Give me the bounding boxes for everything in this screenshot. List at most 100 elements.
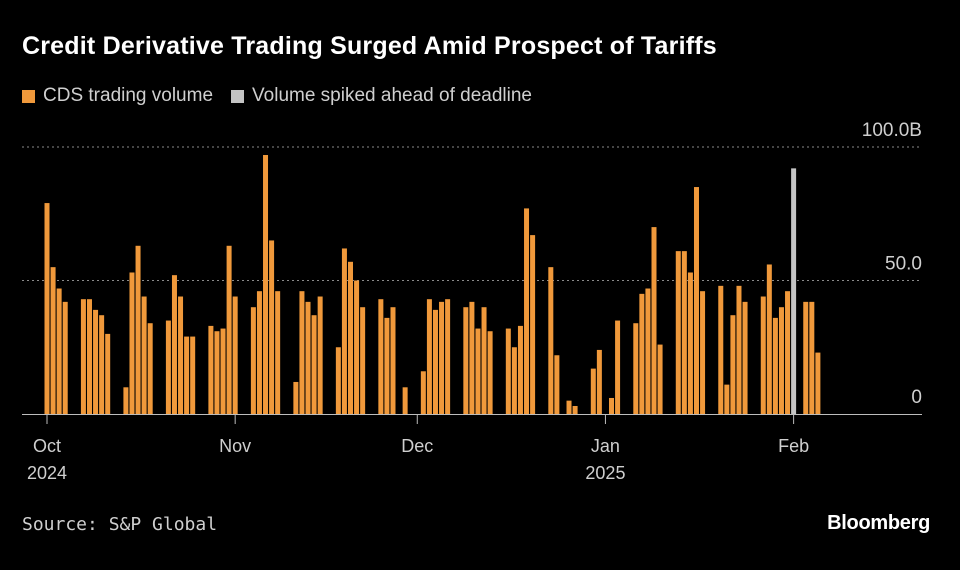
bar bbox=[141, 296, 147, 414]
bar bbox=[463, 307, 469, 414]
x-tick-sublabel: 2024 bbox=[27, 463, 67, 483]
bar bbox=[772, 317, 778, 414]
bar bbox=[299, 291, 305, 414]
bar bbox=[226, 245, 232, 414]
bar bbox=[360, 307, 366, 414]
bar bbox=[475, 328, 481, 414]
bar bbox=[596, 349, 602, 414]
bar bbox=[263, 155, 269, 414]
bar bbox=[426, 299, 432, 414]
bar bbox=[317, 296, 323, 414]
bar bbox=[44, 203, 50, 414]
bar bbox=[420, 371, 426, 414]
bloomberg-logo: Bloomberg bbox=[827, 512, 930, 534]
bar bbox=[572, 405, 578, 414]
bar bbox=[566, 400, 572, 414]
bar bbox=[700, 291, 706, 414]
bar bbox=[256, 291, 262, 414]
bar bbox=[445, 299, 451, 414]
bar bbox=[809, 301, 815, 414]
bar bbox=[348, 261, 353, 414]
x-tick-label: Nov bbox=[219, 436, 251, 456]
bar bbox=[639, 293, 645, 414]
bar bbox=[742, 301, 748, 414]
bar bbox=[56, 288, 62, 414]
bar bbox=[530, 235, 536, 414]
bar bbox=[99, 315, 105, 414]
bar bbox=[86, 299, 92, 414]
bar bbox=[135, 245, 141, 414]
bar bbox=[651, 227, 657, 414]
bar bbox=[487, 331, 493, 414]
bar bbox=[171, 275, 177, 414]
bar bbox=[730, 315, 736, 414]
bar bbox=[609, 397, 615, 414]
bar bbox=[718, 285, 724, 414]
legend-swatch-orange bbox=[22, 89, 35, 103]
bar bbox=[269, 240, 275, 414]
bar bbox=[554, 355, 560, 414]
legend-item-spike: Volume spiked ahead of deadline bbox=[231, 85, 532, 107]
bar bbox=[590, 368, 596, 414]
bar bbox=[524, 208, 530, 414]
y-tick-label: 0 bbox=[911, 387, 922, 408]
bar bbox=[548, 267, 554, 414]
source-note: Source: S&P Global bbox=[22, 514, 218, 535]
bar bbox=[384, 317, 390, 414]
bar bbox=[165, 320, 171, 414]
bar bbox=[341, 248, 347, 414]
bar bbox=[681, 251, 687, 414]
bar bbox=[184, 336, 190, 414]
bar bbox=[293, 381, 299, 414]
bar bbox=[469, 301, 475, 414]
bar bbox=[615, 320, 621, 414]
bar-spike bbox=[791, 168, 797, 414]
bar bbox=[50, 267, 56, 414]
bar bbox=[766, 264, 772, 414]
bar bbox=[311, 315, 317, 414]
legend-swatch-gray bbox=[231, 89, 245, 103]
legend-item-cds: CDS trading volume bbox=[22, 85, 213, 107]
bar bbox=[80, 299, 86, 414]
bar bbox=[214, 331, 220, 414]
bar bbox=[305, 301, 311, 414]
bar bbox=[220, 328, 226, 414]
bar bbox=[785, 291, 791, 414]
x-tick-label: Dec bbox=[401, 436, 433, 456]
y-tick-label: 100.0B bbox=[862, 120, 922, 141]
bar bbox=[505, 328, 511, 414]
bar bbox=[232, 296, 238, 414]
x-tick-sublabel: 2025 bbox=[585, 463, 625, 483]
bar bbox=[517, 325, 523, 414]
legend-label-spike: Volume spiked ahead of deadline bbox=[252, 85, 532, 106]
bar bbox=[693, 187, 699, 414]
x-tick-label: Oct bbox=[33, 436, 61, 456]
bar bbox=[62, 301, 68, 414]
legend-label-cds: CDS trading volume bbox=[43, 85, 214, 106]
bar bbox=[208, 325, 214, 414]
bar bbox=[675, 251, 681, 414]
bar bbox=[778, 307, 784, 414]
bar bbox=[803, 301, 809, 414]
bar bbox=[354, 280, 360, 414]
bar bbox=[93, 309, 99, 414]
bar bbox=[402, 387, 408, 414]
x-tick-label: Jan bbox=[591, 436, 620, 456]
chart-legend: CDS trading volume Volume spiked ahead o… bbox=[22, 85, 550, 107]
bar bbox=[511, 347, 517, 414]
bar bbox=[275, 291, 281, 414]
bar bbox=[645, 288, 651, 414]
x-tick-label: Feb bbox=[778, 436, 809, 456]
bar bbox=[724, 384, 730, 414]
bar bbox=[147, 323, 153, 414]
bar bbox=[657, 344, 663, 414]
bar bbox=[439, 301, 445, 414]
bar bbox=[105, 333, 111, 414]
y-tick-label: 50.0 bbox=[885, 254, 922, 275]
bar bbox=[736, 285, 742, 414]
bar bbox=[123, 387, 129, 414]
bar bbox=[687, 272, 693, 414]
bar bbox=[335, 347, 341, 414]
bar bbox=[129, 272, 135, 414]
